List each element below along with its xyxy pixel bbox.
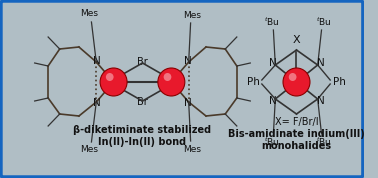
Text: N: N	[317, 58, 324, 68]
Text: In(II)-In(II) bond: In(II)-In(II) bond	[98, 137, 186, 147]
Text: Ph: Ph	[333, 77, 346, 87]
Text: $^t$Bu: $^t$Bu	[263, 136, 279, 148]
Text: N: N	[268, 96, 276, 106]
Circle shape	[283, 68, 310, 96]
Text: N: N	[93, 56, 101, 66]
FancyBboxPatch shape	[1, 1, 363, 177]
Text: N: N	[184, 56, 192, 66]
Text: N: N	[317, 96, 324, 106]
Text: X: X	[293, 35, 300, 45]
Text: $^t$Bu: $^t$Bu	[316, 16, 332, 28]
Text: N: N	[184, 98, 192, 108]
Text: In: In	[109, 78, 118, 88]
Text: β-diketiminate stabilized: β-diketiminate stabilized	[73, 125, 212, 135]
Text: In: In	[167, 78, 176, 88]
Text: Mes: Mes	[81, 9, 99, 19]
Text: Bis-amidinate indium(III): Bis-amidinate indium(III)	[228, 129, 365, 139]
Circle shape	[289, 73, 296, 81]
Text: Mes: Mes	[184, 11, 201, 20]
Text: Mes: Mes	[184, 145, 201, 153]
Circle shape	[106, 73, 114, 81]
Circle shape	[100, 68, 127, 96]
Text: Ph: Ph	[247, 77, 260, 87]
Text: N: N	[268, 58, 276, 68]
Text: $^t$Bu: $^t$Bu	[316, 136, 332, 148]
Circle shape	[164, 73, 171, 81]
Text: monohalides: monohalides	[262, 141, 332, 151]
Text: Br: Br	[137, 57, 148, 67]
Text: Br: Br	[137, 97, 148, 107]
Circle shape	[158, 68, 185, 96]
Text: Mes: Mes	[81, 145, 99, 155]
Text: X= F/Br/I: X= F/Br/I	[275, 117, 318, 127]
Text: In: In	[292, 78, 301, 88]
Text: $^t$Bu: $^t$Bu	[263, 16, 279, 28]
Text: N: N	[93, 98, 101, 108]
